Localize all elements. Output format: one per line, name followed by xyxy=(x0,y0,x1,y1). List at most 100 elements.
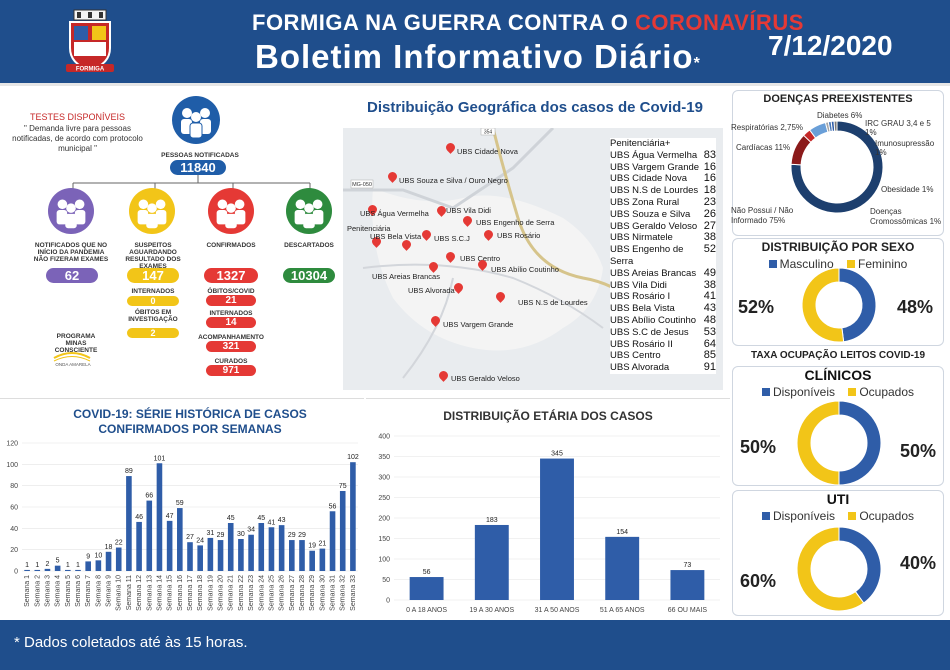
crest-text: FORMIGA xyxy=(76,67,105,73)
y-tick-label: 250 xyxy=(378,495,390,502)
pin-label: UBS Souza e Silva / Ouro Negro xyxy=(399,176,508,185)
data-label: 56 xyxy=(329,503,337,510)
x-tick-label: Semana 9 xyxy=(106,575,113,607)
x-tick-label: Semana 11 xyxy=(126,575,133,610)
donut-slice xyxy=(838,526,882,604)
table-row: UBS Areias Brancas 49 xyxy=(610,266,716,279)
y-tick-label: 350 xyxy=(378,454,390,461)
node-label-suspeitos: SUSPEITOS AGUARDANDO RESULTADO DOS EXAME… xyxy=(125,242,181,270)
sub-label-obitos-invest: ÓBITOS EM INVESTIGAÇÃO xyxy=(128,309,178,323)
data-label: 47 xyxy=(166,513,174,520)
bar xyxy=(166,520,173,571)
bar xyxy=(409,577,444,600)
y-tick-label: 40 xyxy=(10,526,18,533)
pin-label: UBS Areias Brancas xyxy=(372,272,440,281)
bar xyxy=(136,521,142,571)
sexo-donut xyxy=(801,267,877,343)
pin-label: UBS Vila Didi xyxy=(446,206,491,215)
header-date: 7/12/2020 xyxy=(768,30,893,61)
people-icon-notificados xyxy=(48,188,94,234)
onda-label: ONDA AMARELA xyxy=(55,362,91,367)
x-tick-label: Semana 30 xyxy=(319,575,326,611)
x-tick-label: Semana 17 xyxy=(187,575,194,611)
y-tick-label: 300 xyxy=(378,475,390,482)
bar xyxy=(44,568,51,571)
bar xyxy=(24,569,30,571)
bar xyxy=(217,540,224,571)
clinicos-legend: Disponíveis Ocupados xyxy=(733,383,943,401)
data-label: 21 xyxy=(318,541,326,548)
data-label: 46 xyxy=(135,514,143,521)
taxa-title: TAXA OCUPAÇÃO LEITOS COVID-19 xyxy=(750,350,926,361)
clin-right-pct: 50% xyxy=(900,441,937,461)
bar xyxy=(115,547,122,571)
uti-legend: Disponíveis Ocupados xyxy=(733,507,943,525)
node-value-suspeitos: 147 xyxy=(127,268,179,283)
bar xyxy=(278,525,285,571)
header-banner: FORMIGA FORMIGA NA GUERRA CONTRA O CORON… xyxy=(0,0,950,86)
bar xyxy=(34,569,41,571)
map-title: Distribuição Geográfica dos casos de Cov… xyxy=(367,99,703,116)
testes-desc: " Demanda livre para pessoas notificadas… xyxy=(12,124,143,153)
data-label: 10 xyxy=(94,552,102,559)
legend-swatch xyxy=(848,387,857,396)
bar xyxy=(248,534,254,571)
sub-label-internados-susp: INTERNADOS xyxy=(131,288,175,295)
uti-panel: UTI Disponíveis Ocupados 60% 40% xyxy=(732,490,944,616)
data-label: 2 xyxy=(46,561,50,568)
data-label: 41 xyxy=(268,519,276,526)
data-label: 345 xyxy=(551,451,563,458)
table-row: UBS S.C de Jesus 53 xyxy=(610,325,716,338)
node-label-notificados: NOTIFICADOS QUE NO INÍCIO DA PANDEMIA NÃ… xyxy=(33,242,109,263)
bar xyxy=(289,540,295,571)
x-tick-label: 0 A 18 ANOS xyxy=(406,607,447,614)
table-row: UBS Água Vermelha 83 xyxy=(610,148,716,161)
bar xyxy=(238,539,244,571)
people-icon-confirmados xyxy=(208,188,254,234)
y-tick-label: 60 xyxy=(10,505,18,512)
bar xyxy=(75,569,81,571)
sub-value-acompanhamento: 321 xyxy=(206,341,256,352)
legend-swatch xyxy=(768,259,777,268)
pin-label: Penitenciária xyxy=(347,224,391,233)
x-tick-label: Semana 5 xyxy=(65,575,72,607)
pin-label: UBS N.S de Lourdes xyxy=(518,298,588,307)
bar xyxy=(670,570,705,600)
donut-slice xyxy=(833,120,838,132)
y-tick-label: 150 xyxy=(378,536,390,543)
bar xyxy=(227,523,234,571)
x-tick-label: Semana 6 xyxy=(75,575,82,607)
data-label: 1 xyxy=(76,562,80,569)
pin-label: UBS Abílio Coutinho xyxy=(491,265,559,274)
x-tick-label: Semana 25 xyxy=(268,575,275,611)
data-label: 1 xyxy=(25,562,29,569)
x-tick-label: Semana 21 xyxy=(228,575,235,611)
pin-label: UBS Água Vermelha xyxy=(360,209,429,218)
node-value-notificados: 62 xyxy=(46,268,98,283)
data-label: 19 xyxy=(308,543,316,550)
weekly-chart-title: COVID-19: SÉRIE HISTÓRICA DE CASOS CONFI… xyxy=(73,407,307,436)
table-row: UBS Zona Rural 23 xyxy=(610,195,716,208)
data-label: 24 xyxy=(196,537,204,544)
y-tick-label: 0 xyxy=(386,598,390,605)
x-tick-label: Semana 12 xyxy=(136,575,143,611)
data-label: 31 xyxy=(206,530,214,537)
sub-value-obitos-covid: 21 xyxy=(206,295,256,306)
data-label: 34 xyxy=(247,527,255,534)
table-row: UBS Abílio Coutinho 48 xyxy=(610,313,716,326)
donut-slice xyxy=(796,400,840,486)
pin-label: UBS Engenho de Serra xyxy=(476,218,555,227)
y-tick-label: 80 xyxy=(10,483,18,490)
x-tick-label: Semana 23 xyxy=(248,575,255,611)
table-row: UBS Bela Vista 43 xyxy=(610,302,716,315)
x-tick-label: Semana 14 xyxy=(156,575,163,611)
data-label: 22 xyxy=(115,540,123,547)
bar xyxy=(339,491,346,571)
bar xyxy=(299,540,305,571)
header-subtitle: Boletim Informativo Diário* xyxy=(255,38,701,75)
y-tick-label: 0 xyxy=(14,569,18,576)
x-tick-label: Semana 27 xyxy=(289,575,296,611)
x-tick-label: Semana 7 xyxy=(85,575,92,607)
table-row: UBS Vila Didi 38 xyxy=(610,278,716,291)
